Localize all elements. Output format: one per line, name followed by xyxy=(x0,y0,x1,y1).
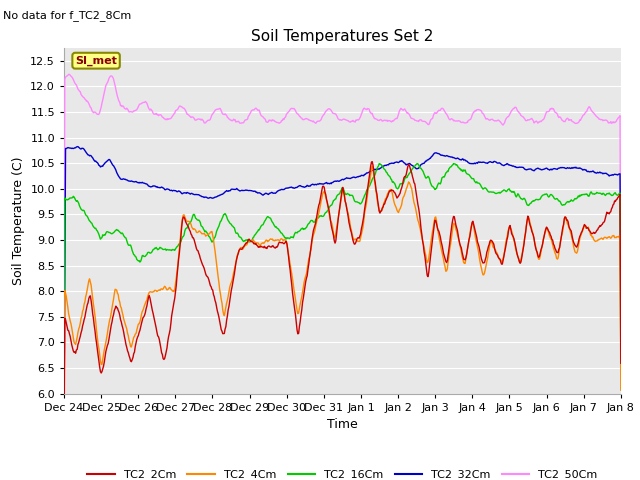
Title: Soil Temperatures Set 2: Soil Temperatures Set 2 xyxy=(252,29,433,44)
Y-axis label: Soil Temperature (C): Soil Temperature (C) xyxy=(12,156,25,285)
Legend: TC2_2Cm, TC2_4Cm, TC2_16Cm, TC2_32Cm, TC2_50Cm: TC2_2Cm, TC2_4Cm, TC2_16Cm, TC2_32Cm, TC… xyxy=(83,465,602,480)
X-axis label: Time: Time xyxy=(327,418,358,431)
Text: SI_met: SI_met xyxy=(75,56,117,66)
Text: No data for f_TC2_8Cm: No data for f_TC2_8Cm xyxy=(3,10,131,21)
